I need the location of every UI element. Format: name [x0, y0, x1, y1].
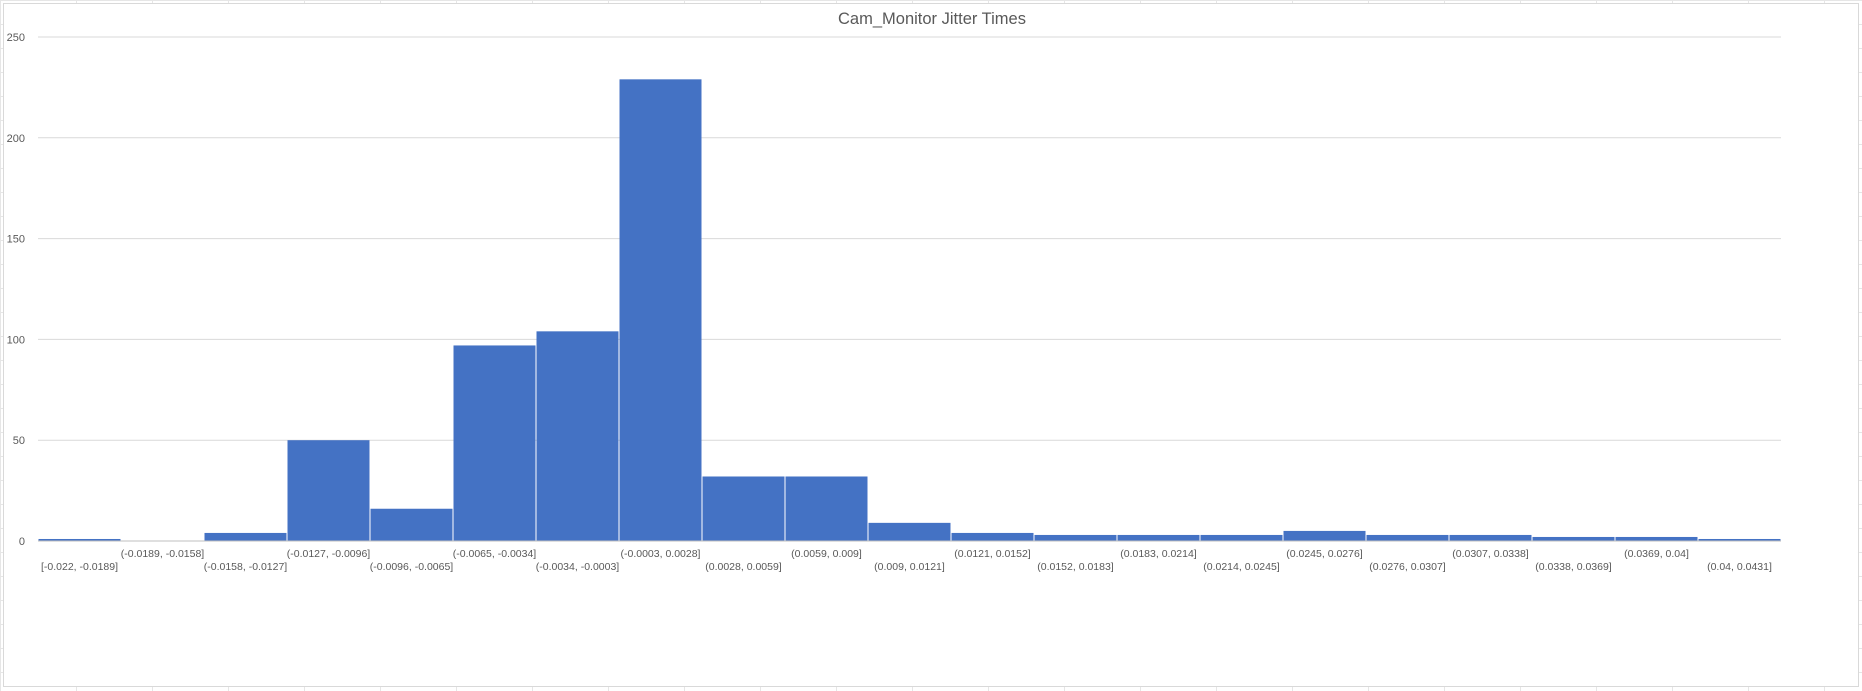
histogram-bar [1366, 534, 1449, 541]
histogram-bar [1698, 538, 1781, 541]
x-category-label: (0.0059, 0.009] [791, 548, 862, 560]
histogram-bar [1283, 530, 1366, 541]
x-category-label: (-0.0065, -0.0034] [453, 548, 537, 560]
histogram-bar [1449, 534, 1532, 541]
x-category-label: (-0.0158, -0.0127] [204, 561, 288, 573]
x-category-label: (0.04, 0.0431] [1707, 561, 1772, 573]
chart-title: Cam_Monitor Jitter Times [838, 10, 1026, 28]
x-axis-category-labels: [-0.022, -0.0189](-0.0189, -0.0158](-0.0… [41, 548, 1772, 573]
x-category-label: (0.0245, 0.0276] [1286, 548, 1363, 560]
x-category-label: (-0.0034, -0.0003] [536, 561, 620, 573]
x-category-label: (0.009, 0.0121] [874, 561, 945, 573]
y-axis-tick-labels: 0 50 100 150 200 250 [7, 32, 25, 548]
x-category-label: (0.0338, 0.0369] [1535, 561, 1612, 573]
histogram-bar [287, 440, 370, 541]
y-tick-label: 50 [13, 435, 25, 447]
histogram-bar [619, 79, 702, 541]
x-category-label: (0.0028, 0.0059] [705, 561, 782, 573]
histogram-bar [1034, 534, 1117, 541]
x-category-label: (0.0307, 0.0338] [1452, 548, 1529, 560]
chart-area[interactable]: Cam_Monitor Jitter Times 0 50 100 150 200 250… [3, 3, 1859, 687]
gridlines [38, 36, 1781, 441]
x-category-label: (0.0183, 0.0214] [1120, 548, 1197, 560]
histogram-bar [1117, 534, 1200, 541]
histogram-bar [38, 538, 121, 541]
y-tick-label: 250 [7, 32, 25, 44]
x-category-label: (-0.0189, -0.0158] [121, 548, 205, 560]
histogram-chart: Cam_Monitor Jitter Times 0 50 100 150 200 250… [7, 10, 1781, 573]
bars [38, 79, 1781, 541]
histogram-bar [1200, 534, 1283, 541]
histogram-bar [951, 532, 1034, 541]
histogram-bar [204, 532, 287, 541]
x-category-label: (0.0369, 0.04] [1624, 548, 1689, 560]
histogram-bar [370, 508, 453, 541]
x-category-label: (0.0214, 0.0245] [1203, 561, 1280, 573]
x-category-label: (-0.0096, -0.0065] [370, 561, 454, 573]
x-category-label: (-0.0127, -0.0096] [287, 548, 371, 560]
y-tick-label: 200 [7, 133, 25, 145]
histogram-bar [785, 476, 868, 541]
histogram-bar [702, 476, 785, 541]
x-category-label: [-0.022, -0.0189] [41, 561, 118, 573]
x-category-label: (0.0276, 0.0307] [1369, 561, 1446, 573]
y-tick-label: 0 [19, 536, 25, 548]
histogram-bar [453, 345, 536, 541]
x-category-label: (0.0121, 0.0152] [954, 548, 1031, 560]
x-category-label: (-0.0003, 0.0028] [621, 548, 701, 560]
histogram-bar [1615, 536, 1698, 541]
histogram-bar [1532, 536, 1615, 541]
y-tick-label: 100 [7, 334, 25, 346]
x-category-label: (0.0152, 0.0183] [1037, 561, 1114, 573]
y-tick-label: 150 [7, 234, 25, 246]
histogram-bar [536, 331, 619, 541]
histogram-bar [868, 522, 951, 541]
